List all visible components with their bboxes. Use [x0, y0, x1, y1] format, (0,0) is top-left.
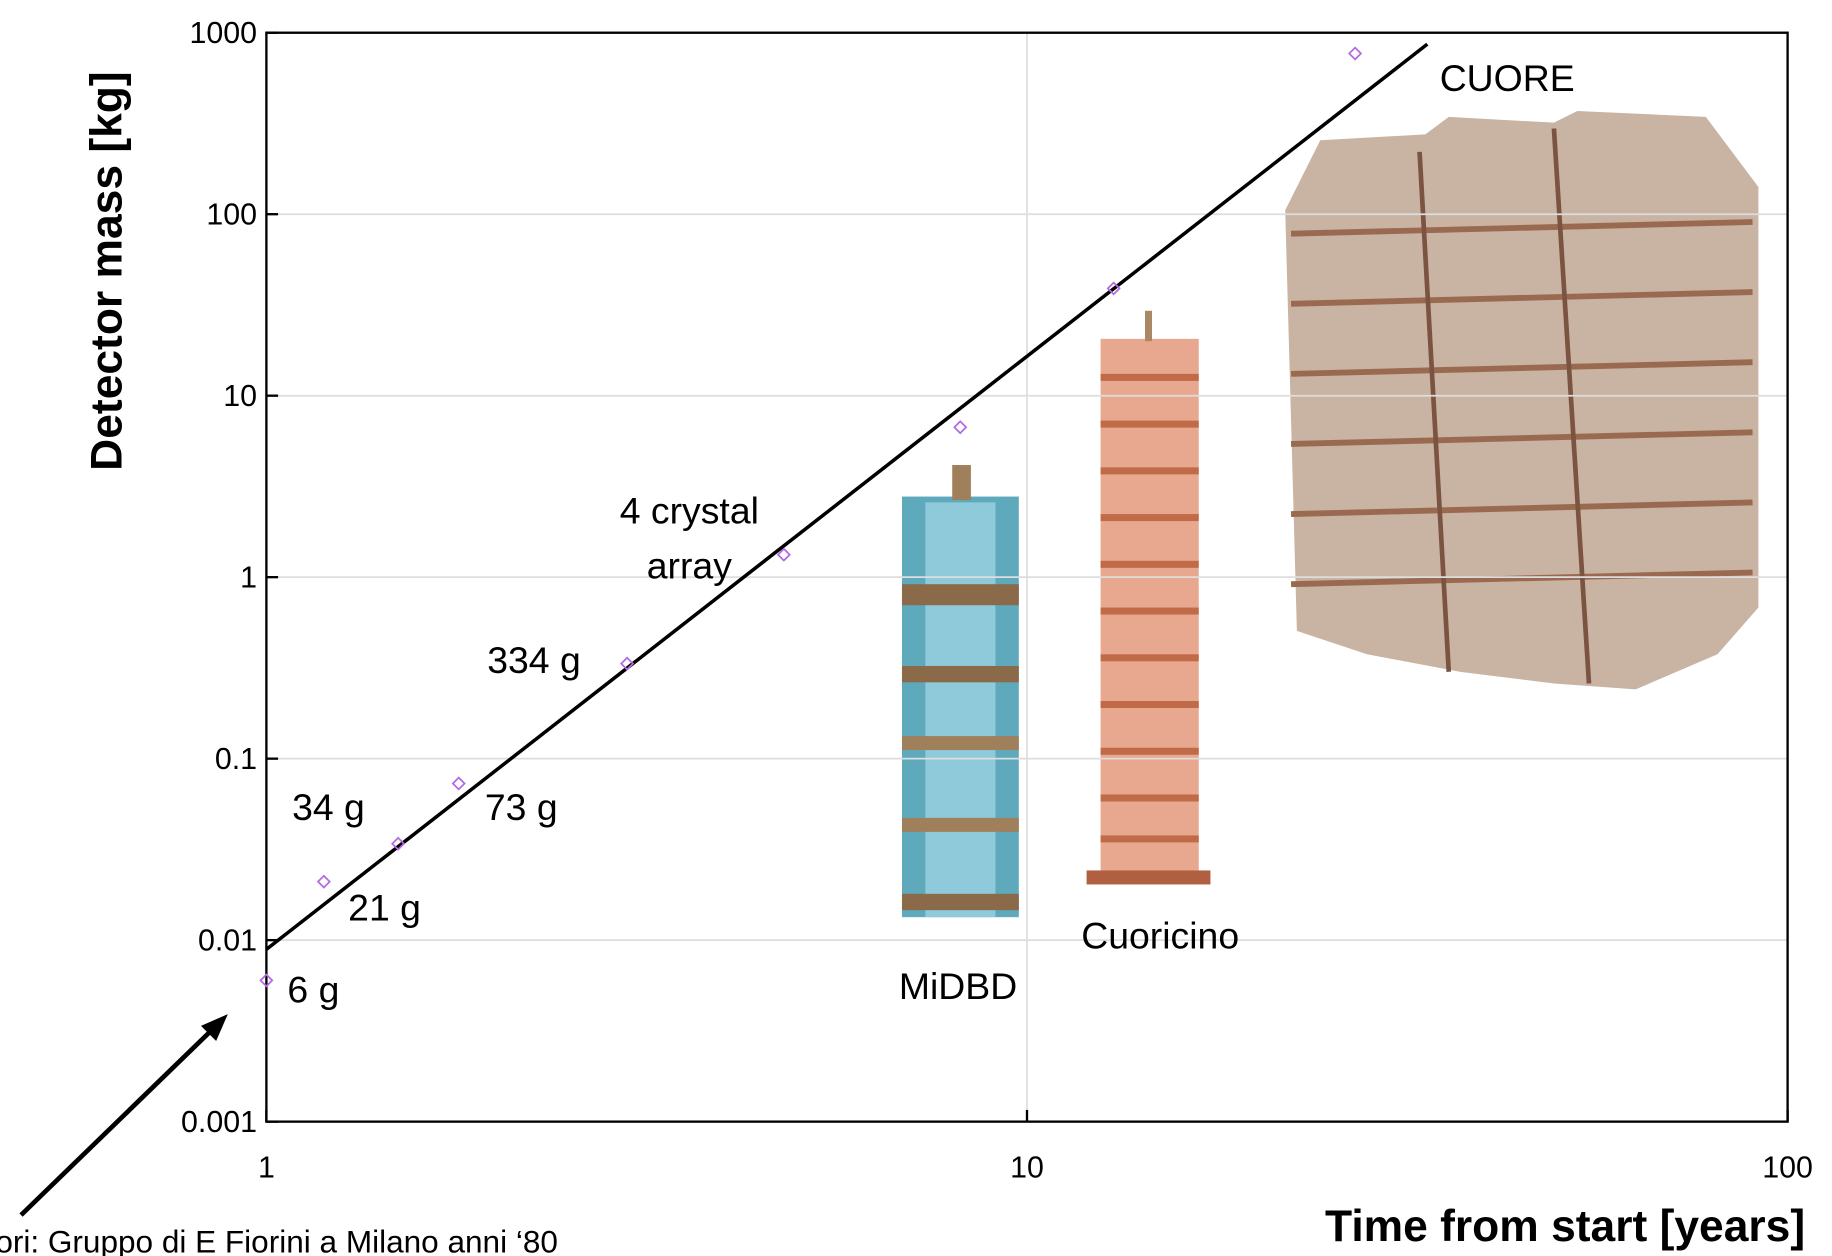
y-tick-label: 1: [240, 562, 257, 595]
y-tick-label: 1000: [189, 17, 257, 50]
annotation: Cuoricino: [1081, 915, 1239, 957]
data-point: [954, 421, 966, 433]
data-point: [1349, 48, 1361, 60]
annotation: 21 g: [348, 887, 421, 929]
chart: Detector mass [kg] Time from start [year…: [0, 0, 1832, 1256]
annotation: 34 g: [292, 786, 365, 828]
footnote: ori: Gruppo di E Fiorini a Milano anni ‘…: [0, 1223, 558, 1256]
fit-line: [266, 44, 1427, 949]
annotation: array: [647, 544, 732, 586]
y-tick-label: 100: [206, 199, 257, 232]
data-point: [453, 778, 465, 790]
y-axis-label: Detector mass [kg]: [83, 71, 132, 471]
x-tick-label: 1: [258, 1152, 275, 1185]
annotation: CUORE: [1440, 57, 1575, 99]
annotation: 4 crystal: [620, 489, 759, 531]
cuore-photo: [1285, 111, 1758, 689]
y-tick-label: 10: [223, 380, 257, 413]
midbd-photo: [902, 465, 1019, 917]
y-tick-label: 0.001: [181, 1106, 257, 1139]
detector-photos: [902, 111, 1758, 917]
x-tick-label: 10: [1010, 1152, 1044, 1185]
cuoricino-photo: [1087, 311, 1211, 885]
x-tick-label: 100: [1762, 1152, 1813, 1185]
annotation: 6 g: [287, 968, 339, 1010]
y-tick-label: 0.1: [215, 743, 257, 776]
annotation: 73 g: [485, 786, 558, 828]
annotation: MiDBD: [899, 965, 1017, 1007]
data-point: [318, 876, 330, 888]
annotation: 334 g: [487, 639, 581, 681]
x-axis-label: Time from start [years]: [1325, 1202, 1805, 1251]
y-tick-label: 0.01: [198, 925, 257, 958]
